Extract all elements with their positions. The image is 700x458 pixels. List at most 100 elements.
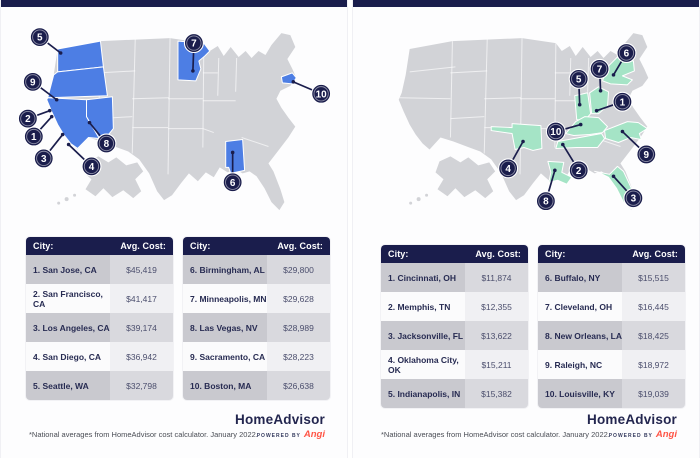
map-marker-3: 3 bbox=[33, 132, 65, 169]
city-cell: 10. Louisville, KY bbox=[538, 379, 622, 408]
state-ny-highlight bbox=[602, 56, 635, 86]
cost-cell: $32,798 bbox=[110, 371, 173, 400]
state-ok-highlight bbox=[490, 123, 543, 151]
map-marker-9: 9 bbox=[22, 71, 59, 102]
table-row: 6. Buffalo, NY $15,515 bbox=[538, 263, 685, 292]
cost-table-ranks-6-10: City: Avg. Cost: 6. Birmingham, AL $29,80… bbox=[183, 237, 330, 400]
svg-text:9: 9 bbox=[30, 77, 36, 88]
map-marker-6: 6 bbox=[222, 150, 243, 193]
state-border-lines bbox=[97, 38, 269, 175]
angi-wordmark: Angi bbox=[303, 429, 325, 440]
city-cell: 3. Los Angeles, CA bbox=[26, 313, 110, 342]
city-column-header: City: bbox=[190, 241, 211, 251]
highlighted-states bbox=[490, 56, 648, 210]
table-row: 4. San Diego, CA $36,942 bbox=[26, 342, 173, 371]
state-oh-highlight bbox=[589, 86, 610, 115]
map-markers: 1 2 3 4 5 6 7 8 9 10 bbox=[498, 43, 657, 212]
cost-cell: $29,800 bbox=[267, 255, 330, 284]
panel-most-expensive: 1 2 3 4 5 6 7 8 9 10 City: Avg. Cost: 1. San Jose… bbox=[0, 0, 348, 458]
city-cell: 5. Seattle, WA bbox=[26, 371, 110, 400]
us-mainland bbox=[398, 33, 649, 211]
table-row: 1. San Jose, CA $45,419 bbox=[26, 255, 173, 284]
svg-text:5: 5 bbox=[576, 74, 582, 85]
alaska-island bbox=[57, 201, 61, 205]
city-cell: 7. Minneapolis, MN bbox=[183, 284, 267, 313]
table-row: 2. Memphis, TN $12,355 bbox=[381, 292, 528, 321]
city-cell: 9. Sacramento, CA bbox=[183, 342, 267, 371]
svg-text:7: 7 bbox=[597, 64, 603, 75]
cost-cell: $13,622 bbox=[465, 321, 528, 350]
city-cell: 1. San Jose, CA bbox=[26, 255, 110, 284]
svg-text:1: 1 bbox=[620, 97, 626, 108]
city-cell: 10. Boston, MA bbox=[183, 371, 267, 400]
table-row: 4. Oklahoma City, OK $15,211 bbox=[381, 350, 528, 379]
state-nc-highlight bbox=[604, 121, 648, 143]
cost-cell: $18,425 bbox=[622, 321, 685, 350]
cost-cell: $12,355 bbox=[465, 292, 528, 321]
cost-column-header: Avg. Cost: bbox=[120, 241, 166, 251]
cost-cell: $16,445 bbox=[622, 292, 685, 321]
map-marker-1: 1 bbox=[594, 91, 633, 113]
svg-text:4: 4 bbox=[89, 162, 95, 173]
map-marker-4: 4 bbox=[498, 139, 525, 179]
state-ky-highlight bbox=[565, 116, 609, 137]
cost-cell: $45,419 bbox=[110, 255, 173, 284]
city-cell: 8. Las Vegas, NV bbox=[183, 313, 267, 342]
svg-text:1: 1 bbox=[31, 132, 37, 143]
cost-cell: $28,223 bbox=[267, 342, 330, 371]
map-marker-4: 4 bbox=[66, 142, 102, 177]
powered-by-line: POWERED BY Angi bbox=[235, 429, 325, 440]
city-cell: 6. Buffalo, NY bbox=[538, 263, 622, 292]
footnote: *National averages from HomeAdvisor cost… bbox=[29, 430, 258, 439]
footnote: *National averages from HomeAdvisor cost… bbox=[381, 430, 610, 439]
alaska-island bbox=[425, 193, 429, 197]
table-header: City: Avg. Cost: bbox=[538, 245, 685, 263]
map-marker-7: 7 bbox=[183, 33, 204, 73]
state-tn-highlight bbox=[555, 133, 606, 149]
map-marker-8: 8 bbox=[87, 120, 117, 154]
powered-by-label: POWERED BY bbox=[256, 433, 301, 439]
svg-text:3: 3 bbox=[631, 194, 637, 205]
city-column-header: City: bbox=[33, 241, 54, 251]
homeadvisor-logo: HomeAdvisor POWERED BY Angi bbox=[587, 412, 677, 440]
city-cell: 6. Birmingham, AL bbox=[183, 255, 267, 284]
cost-cell: $15,382 bbox=[465, 379, 528, 408]
powered-by-label: POWERED BY bbox=[608, 433, 653, 439]
table-header: City: Avg. Cost: bbox=[183, 237, 330, 255]
alaska-island bbox=[73, 193, 77, 197]
map-marker-6: 6 bbox=[611, 43, 637, 77]
map-marker-8: 8 bbox=[535, 168, 557, 212]
svg-text:3: 3 bbox=[41, 154, 47, 165]
svg-text:5: 5 bbox=[37, 33, 43, 44]
panel-least-expensive: 1 2 3 4 5 6 7 8 9 10 City: Avg. Cost: 1. Cincinna… bbox=[352, 0, 700, 458]
powered-by-line: POWERED BY Angi bbox=[587, 429, 677, 440]
cost-cell: $19,039 bbox=[622, 379, 685, 408]
map-marker-2: 2 bbox=[17, 108, 52, 129]
cost-column-header: Avg. Cost: bbox=[475, 249, 521, 259]
map-marker-10: 10 bbox=[545, 121, 583, 142]
svg-text:9: 9 bbox=[644, 150, 650, 161]
svg-text:2: 2 bbox=[576, 166, 582, 177]
svg-text:8: 8 bbox=[543, 197, 549, 208]
table-row: 2. San Francisco, CA $41,417 bbox=[26, 284, 173, 313]
table-row: 10. Louisville, KY $19,039 bbox=[538, 379, 685, 408]
us-map-west: 12 3 4 5 6 7 8 9 10 bbox=[17, 27, 332, 211]
svg-text:6: 6 bbox=[624, 49, 630, 60]
table-row: 9. Sacramento, CA $28,223 bbox=[183, 342, 330, 371]
table-row: 5. Seattle, WA $32,798 bbox=[26, 371, 173, 400]
map-marker-2: 2 bbox=[561, 142, 589, 181]
table-row: 3. Jacksonville, FL $13,622 bbox=[381, 321, 528, 350]
angi-wordmark: Angi bbox=[655, 429, 677, 440]
map-marker-5: 5 bbox=[568, 68, 589, 107]
svg-text:2: 2 bbox=[25, 114, 31, 125]
cost-column-header: Avg. Cost: bbox=[632, 249, 678, 259]
state-la-highlight bbox=[547, 160, 573, 185]
map-marker-1: 1 bbox=[23, 114, 54, 147]
cost-table-ranks-1-5: City: Avg. Cost: 1. San Jose, CA $45,419 … bbox=[26, 237, 173, 400]
cost-cell: $41,417 bbox=[110, 284, 173, 313]
svg-text:4: 4 bbox=[505, 164, 511, 175]
table-row: 7. Minneapolis, MN $29,628 bbox=[183, 284, 330, 313]
city-cell: 4. San Diego, CA bbox=[26, 342, 110, 371]
cost-cell: $39,174 bbox=[110, 313, 173, 342]
